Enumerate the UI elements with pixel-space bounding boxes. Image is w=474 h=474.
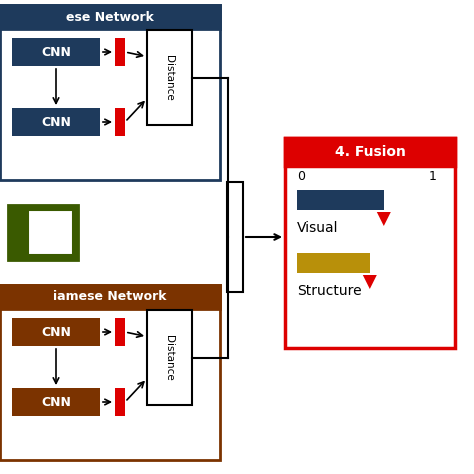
- Bar: [12, 318, 100, 346]
- Polygon shape: [377, 212, 391, 226]
- Text: 1: 1: [429, 170, 437, 182]
- Bar: [12, 38, 100, 66]
- Bar: [115, 318, 125, 346]
- Text: Distance: Distance: [164, 55, 174, 100]
- Text: CNN: CNN: [41, 326, 71, 338]
- Bar: [115, 388, 125, 416]
- Bar: [115, 38, 125, 66]
- Text: CNN: CNN: [41, 116, 71, 128]
- Bar: [0, 5, 220, 29]
- Bar: [285, 138, 455, 166]
- Bar: [8, 205, 78, 260]
- Text: Distance: Distance: [164, 335, 174, 380]
- Bar: [297, 253, 370, 273]
- Text: 4. Fusion: 4. Fusion: [335, 145, 405, 159]
- Text: ese Network: ese Network: [66, 10, 154, 24]
- Bar: [28, 210, 73, 255]
- Text: Structure: Structure: [297, 284, 362, 298]
- Text: iamese Network: iamese Network: [53, 291, 167, 303]
- Bar: [0, 285, 220, 309]
- Bar: [285, 138, 455, 348]
- Bar: [115, 108, 125, 136]
- Bar: [0, 285, 220, 460]
- Bar: [227, 182, 243, 292]
- Bar: [0, 5, 220, 180]
- Text: CNN: CNN: [41, 395, 71, 409]
- Text: Visual: Visual: [297, 221, 338, 235]
- Text: 0: 0: [297, 170, 305, 182]
- Bar: [12, 108, 100, 136]
- Bar: [147, 30, 192, 125]
- Text: CNN: CNN: [41, 46, 71, 58]
- Bar: [147, 310, 192, 405]
- Polygon shape: [363, 275, 377, 289]
- Bar: [12, 388, 100, 416]
- Bar: [297, 190, 384, 210]
